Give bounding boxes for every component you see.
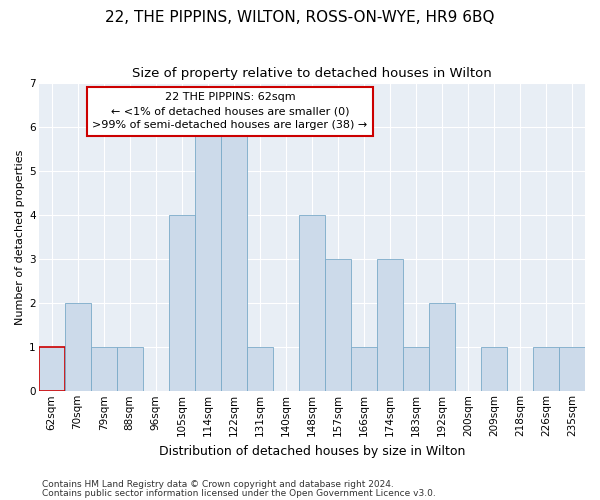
Bar [116,347,143,392]
Text: Contains HM Land Registry data © Crown copyright and database right 2024.: Contains HM Land Registry data © Crown c… [42,480,394,489]
Text: 22, THE PIPPINS, WILTON, ROSS-ON-WYE, HR9 6BQ: 22, THE PIPPINS, WILTON, ROSS-ON-WYE, HR… [105,10,495,25]
Bar [481,347,507,392]
Text: Contains public sector information licensed under the Open Government Licence v3: Contains public sector information licen… [42,488,436,498]
Bar [38,347,65,392]
Bar [429,303,455,392]
Text: 22 THE PIPPINS: 62sqm
← <1% of detached houses are smaller (0)
>99% of semi-deta: 22 THE PIPPINS: 62sqm ← <1% of detached … [92,92,367,130]
Bar [299,215,325,392]
Bar [65,303,91,392]
X-axis label: Distribution of detached houses by size in Wilton: Distribution of detached houses by size … [158,444,465,458]
Bar [247,347,273,392]
Bar [194,127,221,392]
Bar [533,347,559,392]
Bar [403,347,429,392]
Bar [377,259,403,392]
Bar [169,215,194,392]
Bar [91,347,116,392]
Title: Size of property relative to detached houses in Wilton: Size of property relative to detached ho… [132,68,491,80]
Y-axis label: Number of detached properties: Number of detached properties [15,150,25,325]
Bar [351,347,377,392]
Bar [559,347,585,392]
Bar [221,127,247,392]
Bar [325,259,351,392]
